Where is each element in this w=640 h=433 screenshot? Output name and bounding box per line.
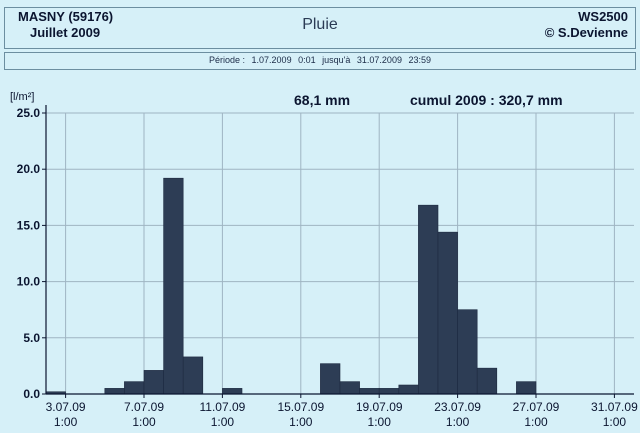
bar-day-6 [124,381,145,395]
x-tick-date: 15.07.09 [277,400,324,414]
y-tick-label: 10.0 [17,275,41,289]
period-start: 1.07.2009 [251,55,292,65]
bar-day-8 [163,177,184,395]
author-label: © S.Devienne [544,25,628,40]
bar-day-18 [359,388,380,395]
year-cumul: cumul 2009 : 320,7 mm [410,92,563,108]
period-start-time: 0:01 [298,55,316,65]
y-tick-label: 15.0 [17,218,41,232]
period-box [4,52,636,70]
chart-title: Pluie [302,16,338,33]
x-tick-date: 23.07.09 [434,400,481,414]
bar-day-9 [182,356,204,395]
x-tick-date: 31.07.09 [591,400,638,414]
bar-day-7 [143,370,164,395]
period-text: Période : 1.07.2009 0:01 jusqu'à 31.07.2… [0,55,640,65]
y-tick-label: 0.0 [23,387,40,401]
bar-day-17 [339,381,360,395]
x-tick-time: 1:00 [603,415,627,429]
bar-day-23 [457,309,478,395]
bar-day-19 [378,388,400,395]
x-tick-date: 11.07.09 [199,400,245,414]
bar-day-5 [104,388,125,395]
x-tick-time: 1:00 [524,415,548,429]
bar-day-16 [320,363,341,395]
period-label: Période : [208,55,246,65]
bar-day-22 [437,231,458,395]
bar-day-24 [476,367,498,395]
device-label: WS2500 [578,9,628,24]
period-until: jusqu'à [322,55,351,65]
x-tick-date: 19.07.09 [356,400,403,414]
bar-day-11 [222,388,243,395]
header-box [4,7,636,49]
period-end-time: 23:59 [408,55,431,65]
x-tick-time: 1:00 [54,415,78,429]
x-tick-date: 27.07.09 [513,400,560,414]
x-tick-time: 1:00 [446,415,470,429]
y-tick-label: 20.0 [17,162,41,176]
period-end: 31.07.2009 [356,55,402,65]
bar-day-21 [418,204,439,395]
station-name: MASNY (59176) [18,9,114,24]
period-total: 68,1 mm [294,92,351,108]
x-tick-time: 1:00 [368,415,392,429]
month-label: Juillet 2009 [30,25,101,40]
x-tick-date: 3.07.09 [46,400,86,414]
x-tick-time: 1:00 [289,415,313,429]
x-tick-time: 1:00 [211,415,235,429]
bar-day-20 [398,384,419,395]
x-tick-time: 1:00 [132,415,156,429]
x-tick-date: 7.07.09 [124,400,164,414]
y-axis-unit: [l/m²] [10,91,35,103]
bar-day-26 [516,381,537,395]
y-tick-label: 5.0 [23,331,40,345]
y-tick-label: 25.0 [17,106,41,120]
